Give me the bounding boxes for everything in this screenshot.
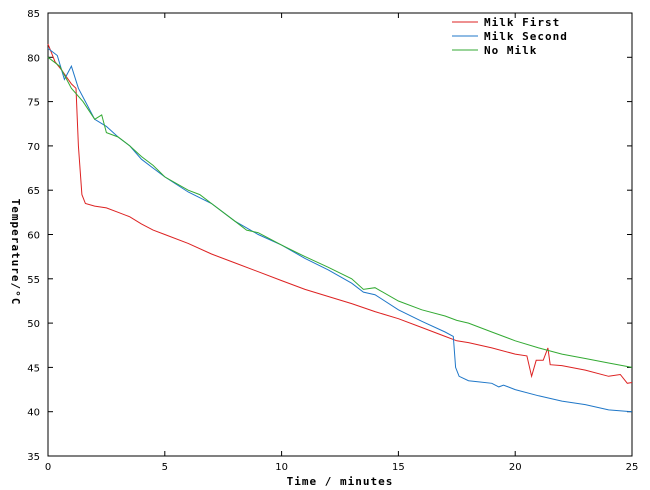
y-tick-label: 65 xyxy=(27,186,40,197)
y-axis-title: Temperature/°C xyxy=(9,199,22,306)
x-axis-title: Time / minutes xyxy=(287,475,394,488)
y-tick-label: 85 xyxy=(27,9,40,20)
legend-label: Milk Second xyxy=(484,30,568,43)
series-line-no-milk xyxy=(47,56,633,368)
x-tick-label: 0 xyxy=(45,462,51,473)
y-tick-label: 35 xyxy=(27,452,40,463)
y-tick-label: 70 xyxy=(27,142,40,153)
y-tick-label: 60 xyxy=(27,231,40,242)
y-tick-label: 50 xyxy=(27,319,40,330)
axis-ticks: 0 5 10 15 20 25 35 40 45 50 55 60 65 70 75 80 85 xyxy=(27,9,638,473)
x-tick-label: 20 xyxy=(509,462,522,473)
y-tick-label: 75 xyxy=(27,98,40,109)
y-tick-label: 80 xyxy=(27,53,40,64)
y-tick-label: 55 xyxy=(27,275,40,286)
legend-label: No Milk xyxy=(484,44,537,57)
x-tick-label: 5 xyxy=(162,462,168,473)
series-lines xyxy=(47,43,633,413)
x-tick-label: 10 xyxy=(275,462,288,473)
y-tick-label: 45 xyxy=(27,363,40,374)
series-line-milk-second xyxy=(47,48,633,413)
legend-label: Milk First xyxy=(484,16,560,29)
y-tick-label: 40 xyxy=(27,408,40,419)
x-tick-label: 15 xyxy=(392,462,405,473)
plot-area xyxy=(47,12,633,457)
series-line-milk-first xyxy=(47,43,633,384)
x-tick-label: 25 xyxy=(626,462,639,473)
